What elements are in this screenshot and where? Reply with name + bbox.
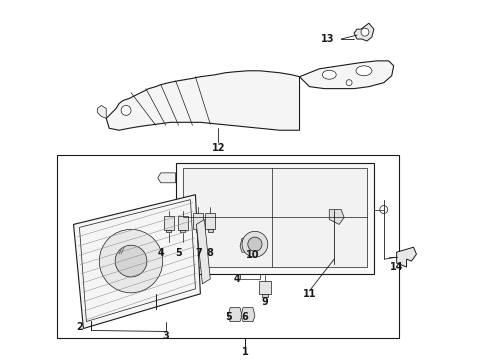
Polygon shape	[175, 163, 374, 274]
Bar	[57, 155, 399, 338]
Text: 6: 6	[242, 312, 248, 321]
Polygon shape	[158, 252, 175, 262]
Polygon shape	[106, 71, 299, 130]
Polygon shape	[397, 247, 416, 267]
Text: 11: 11	[303, 289, 316, 299]
Text: 10: 10	[246, 250, 260, 260]
Circle shape	[99, 229, 163, 293]
Text: 8: 8	[207, 248, 214, 258]
Circle shape	[121, 105, 131, 116]
Circle shape	[380, 206, 388, 213]
Circle shape	[361, 28, 369, 36]
Text: 12: 12	[212, 143, 225, 153]
Ellipse shape	[356, 66, 372, 76]
Text: 14: 14	[390, 262, 403, 272]
Polygon shape	[183, 168, 367, 267]
Text: 4: 4	[234, 274, 241, 284]
Polygon shape	[196, 220, 210, 284]
Polygon shape	[196, 229, 201, 232]
Circle shape	[346, 80, 352, 86]
Ellipse shape	[322, 70, 336, 79]
Polygon shape	[329, 210, 344, 224]
Polygon shape	[262, 294, 268, 297]
Text: 13: 13	[320, 34, 334, 44]
Text: 7: 7	[195, 248, 202, 258]
Polygon shape	[74, 195, 200, 328]
Text: 3: 3	[162, 332, 169, 341]
Polygon shape	[98, 105, 106, 118]
Text: 9: 9	[262, 297, 268, 307]
Polygon shape	[205, 212, 215, 229]
Polygon shape	[241, 308, 255, 321]
Polygon shape	[194, 212, 203, 229]
Polygon shape	[228, 308, 242, 321]
Circle shape	[248, 237, 262, 251]
Circle shape	[115, 245, 147, 277]
Polygon shape	[158, 173, 175, 183]
Polygon shape	[240, 238, 254, 252]
Text: 5: 5	[175, 248, 182, 258]
Text: 5: 5	[225, 312, 231, 321]
Text: 4: 4	[157, 248, 164, 258]
Polygon shape	[164, 216, 173, 230]
Polygon shape	[177, 216, 188, 230]
Polygon shape	[354, 23, 374, 41]
Polygon shape	[259, 281, 271, 294]
Text: 2: 2	[76, 321, 83, 332]
Polygon shape	[208, 229, 213, 232]
Polygon shape	[299, 61, 393, 89]
Polygon shape	[166, 230, 171, 232]
Polygon shape	[180, 230, 185, 232]
Circle shape	[242, 231, 268, 257]
Text: 1: 1	[242, 347, 248, 357]
